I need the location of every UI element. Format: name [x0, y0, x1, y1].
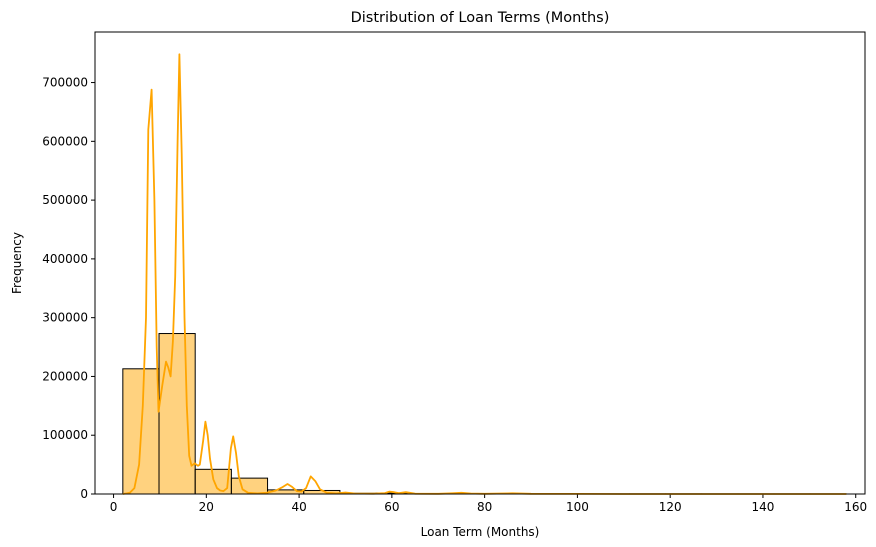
x-tick-label: 20	[199, 500, 214, 514]
x-tick-label: 100	[566, 500, 589, 514]
y-tick-label: 700000	[42, 76, 88, 90]
y-tick-label: 100000	[42, 428, 88, 442]
chart-title: Distribution of Loan Terms (Months)	[351, 10, 610, 26]
y-tick-label: 400000	[42, 252, 88, 266]
x-tick-label: 80	[477, 500, 492, 514]
histogram-bars	[122, 333, 847, 495]
x-tick-label: 60	[384, 500, 399, 514]
histogram-bar-4	[230, 477, 269, 495]
y-tick-label: 600000	[42, 134, 88, 148]
x-tick-label: 140	[751, 500, 774, 514]
x-tick-label: 160	[844, 500, 867, 514]
y-tick-label: 300000	[42, 311, 88, 325]
x-tick-label: 0	[110, 500, 118, 514]
y-tick-label: 200000	[42, 369, 88, 383]
y-tick-label: 0	[80, 487, 88, 501]
plot-frame	[94, 31, 866, 495]
y-tick-label: 500000	[42, 193, 88, 207]
histogram-bar-2	[158, 333, 196, 495]
y-axis: 0 100000 200000 300000 400000 500000 600000 700…	[42, 76, 95, 501]
x-tick-label: 40	[291, 500, 306, 514]
y-axis-label: Frequency	[10, 232, 24, 294]
kde-curve	[122, 53, 847, 495]
x-axis-label: Loan Term (Months)	[421, 525, 540, 539]
x-tick-label: 120	[659, 500, 682, 514]
histogram-bar-3	[194, 468, 232, 495]
x-axis: 0 20 40 60 80 100 120 140 160	[110, 494, 867, 514]
